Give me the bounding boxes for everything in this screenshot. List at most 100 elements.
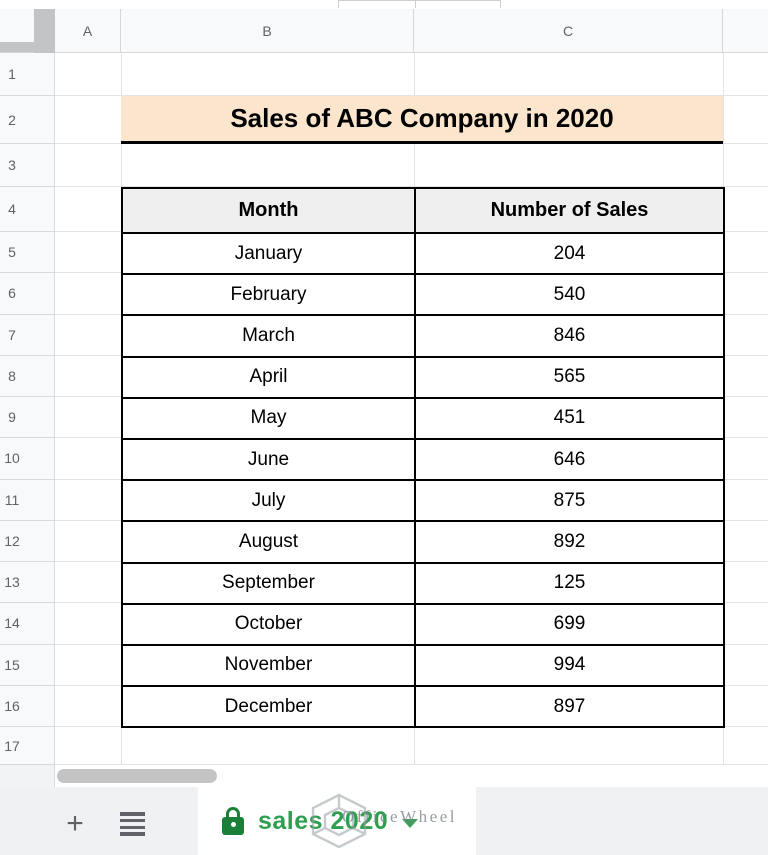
table-row: May 451	[121, 396, 725, 440]
row-header-9[interactable]: 9	[0, 397, 55, 439]
row-number: 9	[8, 409, 16, 426]
row-header-16[interactable]: 16	[0, 685, 55, 727]
select-all-corner[interactable]	[0, 9, 55, 53]
sales-cell[interactable]: 846	[414, 314, 725, 358]
row-header-13[interactable]: 13	[0, 562, 55, 604]
corner-band	[0, 42, 55, 52]
gridline	[55, 95, 768, 96]
month-cell[interactable]: April	[121, 355, 416, 399]
row-number: 13	[4, 574, 20, 591]
lock-icon	[222, 807, 244, 835]
row-header-8[interactable]: 8	[0, 355, 55, 397]
row-header-1[interactable]: 1	[0, 53, 55, 96]
table-row: April 565	[121, 355, 725, 399]
month-cell[interactable]: July	[121, 479, 416, 523]
sheet-tab-sales-2020[interactable]: sales 2020	[198, 787, 476, 855]
table-row: August 892	[121, 520, 725, 564]
row-number: 8	[8, 367, 16, 384]
sheet-tab-label: sales 2020	[258, 806, 389, 835]
table-row: January 204	[121, 231, 725, 276]
row-number: 11	[4, 491, 20, 508]
menu-icon	[120, 818, 145, 823]
table-row: September 125	[121, 561, 725, 605]
month-cell[interactable]: October	[121, 602, 416, 646]
row-number: 10	[4, 450, 20, 467]
sales-cell[interactable]: 204	[414, 231, 725, 276]
row-number: 16	[4, 697, 20, 714]
row-number: 17	[4, 737, 20, 754]
row-number: 5	[8, 244, 16, 261]
table-row: March 846	[121, 314, 725, 358]
row-number: 14	[4, 615, 20, 632]
sales-cell[interactable]: 875	[414, 479, 725, 523]
month-cell[interactable]: June	[121, 437, 416, 482]
sales-cell[interactable]: 994	[414, 643, 725, 688]
row-number: 15	[4, 656, 20, 673]
table-row: June 646	[121, 437, 725, 482]
menu-icon	[120, 825, 145, 830]
row-number: 4	[8, 201, 16, 217]
toolbar-remnant-line	[415, 0, 416, 8]
horizontal-scrollbar-track[interactable]	[55, 765, 768, 787]
row-header-column: 1 2 3 4 5 6 7 8 9 10 11 12 13 14 15 16 17	[0, 53, 55, 765]
column-header-partial[interactable]	[723, 9, 768, 53]
toolbar-remnant-line	[500, 0, 501, 8]
row-header-10[interactable]: 10	[0, 438, 55, 480]
column-header-a[interactable]: A	[55, 9, 121, 53]
month-cell[interactable]: February	[121, 273, 416, 317]
table-row: October 699	[121, 602, 725, 646]
month-cell[interactable]: May	[121, 396, 416, 440]
menu-icon	[120, 812, 145, 816]
sales-cell[interactable]: 565	[414, 355, 725, 399]
row-number: 3	[8, 157, 16, 173]
row-header-14[interactable]: 14	[0, 603, 55, 645]
table-row: July 875	[121, 479, 725, 523]
row-header-7[interactable]: 7	[0, 314, 55, 356]
sales-cell[interactable]: 699	[414, 602, 725, 646]
row-header-15[interactable]: 15	[0, 644, 55, 686]
sales-cell[interactable]: 897	[414, 685, 725, 729]
row-number: 1	[8, 66, 16, 82]
sales-cell[interactable]: 646	[414, 437, 725, 482]
row-number: 12	[4, 532, 20, 549]
sales-cell[interactable]: 125	[414, 561, 725, 605]
sales-cell[interactable]: 540	[414, 273, 725, 317]
table-header-cell[interactable]: Number of Sales	[414, 187, 725, 234]
tab-dropdown-arrow-icon[interactable]	[402, 818, 419, 828]
horizontal-scrollbar-thumb[interactable]	[57, 769, 217, 783]
row-header-3[interactable]: 3	[0, 144, 55, 187]
row-header-4[interactable]: 4	[0, 187, 55, 232]
month-cell[interactable]: March	[121, 314, 416, 358]
month-cell[interactable]: December	[121, 685, 416, 729]
column-header-c[interactable]: C	[414, 9, 723, 53]
table-row: December 897	[121, 685, 725, 729]
table-row: February 540	[121, 273, 725, 317]
column-header-b[interactable]: B	[121, 9, 414, 53]
row-number: 2	[8, 111, 16, 128]
title-banner-cell[interactable]: Sales of ABC Company in 2020	[121, 96, 723, 144]
row-header-2[interactable]: 2	[0, 96, 55, 144]
row-number: 7	[8, 326, 16, 343]
row-header-12[interactable]: 12	[0, 520, 55, 562]
month-cell[interactable]: November	[121, 643, 416, 688]
all-sheets-menu-button[interactable]	[120, 812, 145, 836]
sales-cell[interactable]: 892	[414, 520, 725, 564]
table-header-row: Month Number of Sales	[121, 187, 725, 234]
table-row: November 994	[121, 643, 725, 688]
table-header-cell[interactable]: Month	[121, 187, 416, 234]
row-header-5[interactable]: 5	[0, 232, 55, 274]
row-header-17[interactable]: 17	[0, 727, 55, 765]
sales-table: Month Number of Sales January 204 February 5…	[121, 187, 725, 729]
toolbar-remnant-line	[338, 0, 339, 8]
month-cell[interactable]: January	[121, 231, 416, 276]
gridline	[55, 186, 768, 187]
row-header-11[interactable]: 11	[0, 479, 55, 521]
row-header-6[interactable]: 6	[0, 273, 55, 315]
add-sheet-button[interactable]: +	[66, 807, 84, 840]
month-cell[interactable]: September	[121, 561, 416, 605]
month-cell[interactable]: August	[121, 520, 416, 564]
row-number: 6	[8, 285, 16, 302]
sales-cell[interactable]: 451	[414, 396, 725, 440]
toolbar-remnant-line	[338, 0, 500, 1]
